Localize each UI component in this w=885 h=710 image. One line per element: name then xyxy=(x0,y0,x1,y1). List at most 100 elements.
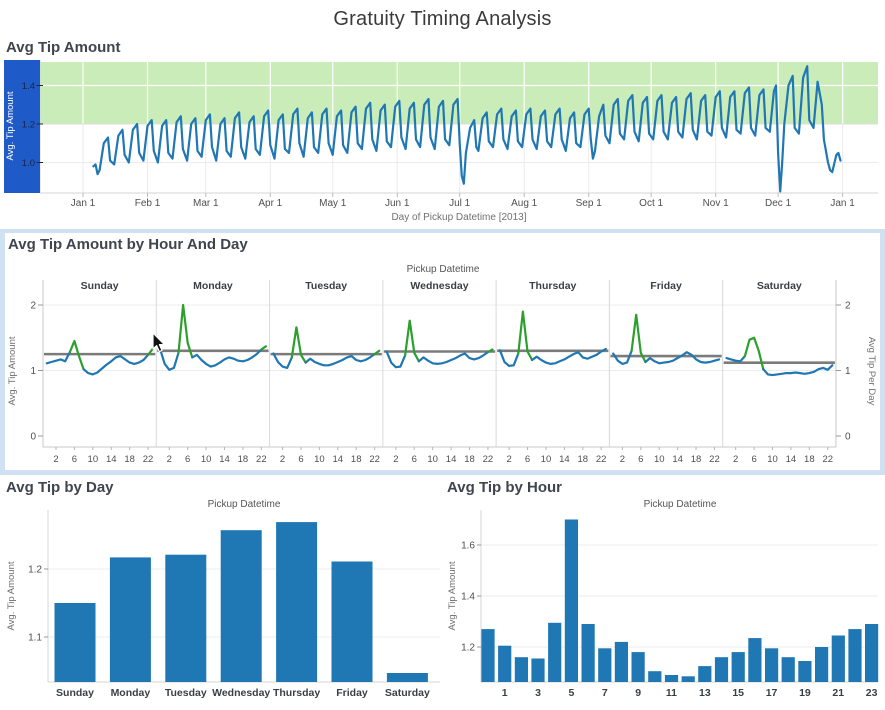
by_hour-bar xyxy=(748,638,762,682)
svg-text:2: 2 xyxy=(506,454,511,465)
day-panel-header: Wednesday xyxy=(410,280,468,292)
by_hour-plot[interactable]: Pickup Datetime 1.6 1.4 1.2 Avg. Tip Amount 1… xyxy=(443,497,885,705)
by_hour-bar xyxy=(798,661,812,682)
timeline-plot[interactable]: Avg. Tip Amount 1.4 1.2 1.0 Jan 1 Feb 1 Mar 1 A… xyxy=(0,55,885,230)
svg-text:7: 7 xyxy=(602,687,608,699)
hourly-line-green xyxy=(147,347,154,356)
svg-text:2: 2 xyxy=(393,454,398,465)
svg-text:18: 18 xyxy=(124,454,135,465)
by-hour-section-title: Avg Tip by Hour xyxy=(447,479,563,496)
hourly-line-blue xyxy=(530,347,607,366)
by_hour-bar xyxy=(865,624,879,682)
by_hour-bar xyxy=(714,657,729,682)
timeline-chart[interactable]: Avg. Tip Amount 1.4 1.2 1.0 Jan 1 Feb 1 Mar 1 A… xyxy=(0,55,885,230)
day-panel-header: Sunday xyxy=(81,280,119,292)
timeline-y-axis-title: Avg. Tip Amount xyxy=(5,91,16,160)
hourly-line-blue xyxy=(82,353,150,376)
by_hour-bar xyxy=(664,675,679,682)
by_hour-bar xyxy=(598,648,612,682)
svg-text:18: 18 xyxy=(577,454,588,465)
by_hour-bar xyxy=(648,671,662,682)
svg-text:15: 15 xyxy=(732,687,744,699)
by_day-bar xyxy=(220,530,262,682)
svg-text:14: 14 xyxy=(106,454,117,465)
hourly-line-blue xyxy=(725,354,747,363)
by_hour-bar xyxy=(498,645,512,682)
hourly-line-blue xyxy=(304,352,376,367)
svg-text:Aug 1: Aug 1 xyxy=(511,198,538,209)
svg-text:2: 2 xyxy=(53,454,58,465)
svg-text:Apr 1: Apr 1 xyxy=(258,198,282,209)
svg-text:14: 14 xyxy=(559,454,570,465)
by_day-plot[interactable]: Pickup Datetime 1.2 1.1 Avg. Tip Amount Sund… xyxy=(0,497,443,705)
hour-day-right-axis-title: Avg Tip Per Day xyxy=(866,337,877,406)
svg-text:21: 21 xyxy=(832,687,844,699)
svg-text:23: 23 xyxy=(866,687,878,699)
svg-text:Jun 1: Jun 1 xyxy=(385,198,410,209)
svg-text:1.2: 1.2 xyxy=(22,120,35,131)
by_day-bar xyxy=(165,554,207,682)
svg-text:9: 9 xyxy=(635,687,641,699)
hourly-line-green xyxy=(517,310,534,362)
by_hour-bar xyxy=(514,657,528,682)
svg-text:6: 6 xyxy=(638,454,643,465)
by_hour-bar xyxy=(548,622,562,682)
hourly-line-green xyxy=(373,349,381,356)
svg-text:22: 22 xyxy=(596,454,607,465)
hourly-line-green xyxy=(177,303,194,359)
hour-day-left-axis-title: Avg. Tip Amount xyxy=(7,336,18,405)
svg-text:22: 22 xyxy=(369,454,380,465)
svg-text:14: 14 xyxy=(672,454,683,465)
svg-text:Mar 1: Mar 1 xyxy=(193,198,219,209)
hourly-line-green xyxy=(630,313,647,364)
svg-text:2: 2 xyxy=(167,454,172,465)
svg-text:2: 2 xyxy=(30,301,36,312)
svg-text:Feb 1: Feb 1 xyxy=(135,198,161,209)
svg-text:5: 5 xyxy=(568,687,574,699)
selected-y-axis-band xyxy=(4,60,40,193)
hourly-line-blue xyxy=(644,351,721,365)
svg-text:2: 2 xyxy=(845,301,851,312)
hour-day-chart[interactable]: Pickup Datetime 0 0 1 1 2 2 Avg. Tip Amount Avg … xyxy=(0,255,885,474)
hourly-line-blue xyxy=(272,352,293,370)
svg-text:1.0: 1.0 xyxy=(22,158,35,169)
svg-text:14: 14 xyxy=(219,454,230,465)
svg-text:1.1: 1.1 xyxy=(28,633,42,644)
svg-text:1.2: 1.2 xyxy=(28,565,42,576)
by_day-bar xyxy=(54,603,96,682)
hourly-line-blue xyxy=(417,351,489,366)
timeline-x-axis-title: Day of Pickup Datetime [2013] xyxy=(391,212,526,223)
by_day-bar xyxy=(331,561,373,682)
svg-text:6: 6 xyxy=(751,454,756,465)
svg-text:Nov 1: Nov 1 xyxy=(703,198,730,209)
svg-text:6: 6 xyxy=(412,454,417,465)
svg-text:10: 10 xyxy=(654,454,665,465)
svg-text:Thursday: Thursday xyxy=(273,687,320,699)
by-hour-chart[interactable]: Pickup Datetime 1.6 1.4 1.2 Avg. Tip Amount 1… xyxy=(443,497,885,705)
by_hour-bar xyxy=(581,624,595,682)
svg-text:1.2: 1.2 xyxy=(461,643,475,654)
by_hour-bar xyxy=(781,657,795,682)
svg-text:10: 10 xyxy=(314,454,325,465)
svg-text:2: 2 xyxy=(620,454,625,465)
dashboard-title: Gratuity Timing Analysis xyxy=(333,8,552,30)
svg-text:10: 10 xyxy=(88,454,99,465)
day-panel-header: Tuesday xyxy=(305,280,347,292)
by_day-bar xyxy=(386,673,428,682)
by_day-bar xyxy=(276,522,318,682)
svg-text:18: 18 xyxy=(238,454,249,465)
svg-text:10: 10 xyxy=(427,454,438,465)
by_day-col-header: Pickup Datetime xyxy=(208,499,281,510)
day-panel-header: Thursday xyxy=(529,280,576,292)
svg-text:18: 18 xyxy=(691,454,702,465)
svg-text:Wednesday: Wednesday xyxy=(212,687,270,699)
by_hour-bar xyxy=(531,658,545,682)
svg-text:6: 6 xyxy=(185,454,190,465)
hourly-line-blue xyxy=(385,350,407,369)
day-panel-header: Friday xyxy=(650,280,682,292)
svg-text:10: 10 xyxy=(201,454,212,465)
by-day-chart[interactable]: Pickup Datetime 1.2 1.1 Avg. Tip Amount Sund… xyxy=(0,497,443,705)
hour-day-col-header: Pickup Datetime xyxy=(407,264,480,275)
